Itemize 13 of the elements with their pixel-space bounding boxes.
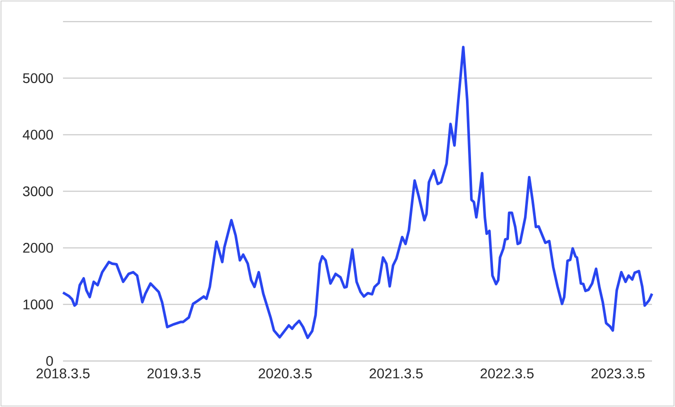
- y-tick-label: 2000: [23, 242, 53, 253]
- line-series: [62, 46, 654, 340]
- x-tick-label: 2018.3.5: [36, 368, 90, 378]
- y-tick-label: 5000: [23, 73, 53, 84]
- x-tick-label: 2021.3.5: [370, 368, 423, 378]
- x-tick-label: 2020.3.5: [258, 368, 312, 378]
- y-tick-label: 3000: [22, 186, 53, 196]
- x-tick-label: 2019.3.5: [147, 368, 200, 378]
- y-tick-label: 4000: [22, 130, 53, 140]
- y-tick-label: 0: [46, 356, 53, 366]
- x-tick-label: 2022.3.5: [480, 368, 534, 378]
- x-tick-label: 2023.3.5: [592, 368, 645, 378]
- y-tick-label: 1000: [24, 299, 53, 310]
